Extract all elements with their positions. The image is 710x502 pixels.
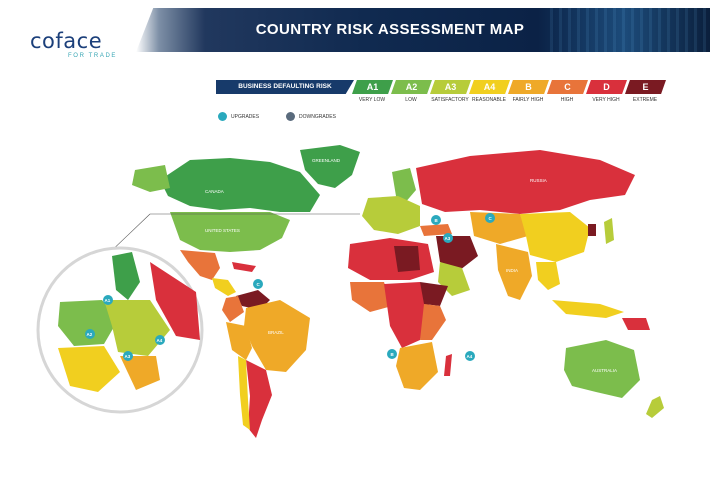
label-greenland: GREENLAND xyxy=(312,158,341,163)
inset-south-europe xyxy=(58,346,120,392)
badge-madagascar: A4 xyxy=(465,351,475,361)
country-china xyxy=(520,212,590,262)
label-united-states: UNITED STATES xyxy=(205,228,240,233)
region-central-asia xyxy=(470,212,528,244)
svg-text:C: C xyxy=(257,282,261,287)
region-indonesia xyxy=(552,300,624,318)
region-caribbean xyxy=(232,262,256,272)
region-east-africa xyxy=(420,304,446,340)
legend-grade-a4: A4 xyxy=(469,80,510,94)
inset-western-europe xyxy=(58,300,118,346)
legend-desc-a1: VERY LOW xyxy=(358,97,386,103)
legend-desc-b: FAIRLY HIGH xyxy=(512,97,544,103)
svg-text:A2: A2 xyxy=(87,332,93,337)
legend-grade-d: D xyxy=(586,80,627,94)
badge-caribbean: C xyxy=(253,279,263,289)
legend-desc-a3: SATISFACTORY xyxy=(431,97,469,103)
inset-scandinavia xyxy=(112,252,140,300)
svg-text:A1: A1 xyxy=(105,298,111,303)
country-colombia xyxy=(222,296,244,322)
coface-logo: coface FOR TRADE xyxy=(30,30,125,66)
country-india xyxy=(496,244,532,300)
country-japan xyxy=(604,218,614,244)
country-argentina xyxy=(246,360,272,438)
downgrade-dot-icon xyxy=(286,112,295,121)
inset-balkans xyxy=(120,356,160,390)
badge-europe-a1: A1 xyxy=(103,295,113,305)
label-brazil: BRAZIL xyxy=(268,330,284,335)
country-mexico xyxy=(180,250,220,280)
svg-text:A3: A3 xyxy=(445,236,451,241)
badge-europe-a2: A2 xyxy=(85,329,95,339)
legend-grade-a3: A3 xyxy=(430,80,471,94)
svg-text:B: B xyxy=(435,218,439,223)
legend-grade-a2: A2 xyxy=(391,80,432,94)
svg-text:A4: A4 xyxy=(467,354,473,359)
country-russia xyxy=(416,150,635,214)
region-southeast-asia xyxy=(536,262,560,290)
legend-desc-e: EXTREME xyxy=(632,97,658,103)
upgrades-label: UPGRADES xyxy=(231,113,260,120)
region-middle-east xyxy=(436,236,478,270)
country-new-zealand xyxy=(646,396,664,418)
country-australia xyxy=(564,340,640,398)
country-papua xyxy=(622,318,650,330)
badge-europe-a3: A3 xyxy=(123,351,133,361)
country-turkey xyxy=(420,224,452,236)
logo-wordmark: coface xyxy=(30,29,103,53)
region-scandinavia xyxy=(392,168,416,204)
country-alaska xyxy=(132,165,170,192)
country-libya xyxy=(394,246,420,272)
badge-europe-a4: A4 xyxy=(155,335,165,345)
label-canada: CANADA xyxy=(205,189,224,194)
region-central-africa xyxy=(384,282,430,348)
logo-tagline: FOR TRADE xyxy=(68,53,117,59)
region-horn-of-africa xyxy=(420,282,448,306)
label-australia: AUSTRALIA xyxy=(592,368,617,373)
risk-legend: BUSINESS DEFAULTING RISK A1 A2 A3 A4 B C… xyxy=(216,80,666,94)
legend-desc-a4: REASONABLE xyxy=(472,97,506,103)
country-united-states xyxy=(170,212,290,252)
badge-southern-africa: B xyxy=(387,349,397,359)
country-madagascar xyxy=(444,354,452,376)
upgrades-legend: UPGRADES xyxy=(218,112,259,121)
legend-desc-a2: LOW xyxy=(405,97,417,103)
upgrade-dot-icon xyxy=(218,112,227,121)
inset-central-europe xyxy=(104,300,170,356)
region-southern-africa xyxy=(396,342,438,390)
svg-text:B: B xyxy=(391,352,395,357)
country-brazil xyxy=(244,300,310,372)
page-title: COUNTRY RISK ASSESSMENT MAP xyxy=(255,21,525,38)
badge-iran: A3 xyxy=(443,233,453,243)
legend-grade-e: E xyxy=(625,80,666,94)
region-central-america xyxy=(212,278,236,296)
svg-text:A3: A3 xyxy=(125,354,131,359)
legend-grade-b: B xyxy=(508,80,549,94)
label-russia: RUSSIA xyxy=(530,178,547,183)
inset-russia xyxy=(150,262,200,340)
downgrades-label: DOWNGRADES xyxy=(299,113,336,120)
legend-desc-c: HIGH xyxy=(560,97,574,103)
svg-text:C: C xyxy=(489,216,493,221)
region-europe xyxy=(362,196,420,234)
country-chile xyxy=(238,356,250,430)
country-canada xyxy=(160,158,320,212)
badge-turkey: B xyxy=(431,215,441,225)
legend-grade-a1: A1 xyxy=(352,80,393,94)
svg-text:A4: A4 xyxy=(157,338,163,343)
region-north-africa xyxy=(348,238,434,280)
region-west-africa xyxy=(350,282,392,312)
badge-central-asia: C xyxy=(485,213,495,223)
downgrades-legend: DOWNGRADES xyxy=(286,112,336,121)
title-banner xyxy=(136,8,710,52)
region-andes xyxy=(226,322,252,360)
country-greenland xyxy=(300,145,360,188)
legend-grade-c: C xyxy=(547,80,588,94)
country-korea xyxy=(588,224,596,236)
label-india: INDIA xyxy=(506,268,518,273)
legend-heading: BUSINESS DEFAULTING RISK xyxy=(216,80,354,94)
legend-desc-d: VERY HIGH xyxy=(592,97,620,103)
